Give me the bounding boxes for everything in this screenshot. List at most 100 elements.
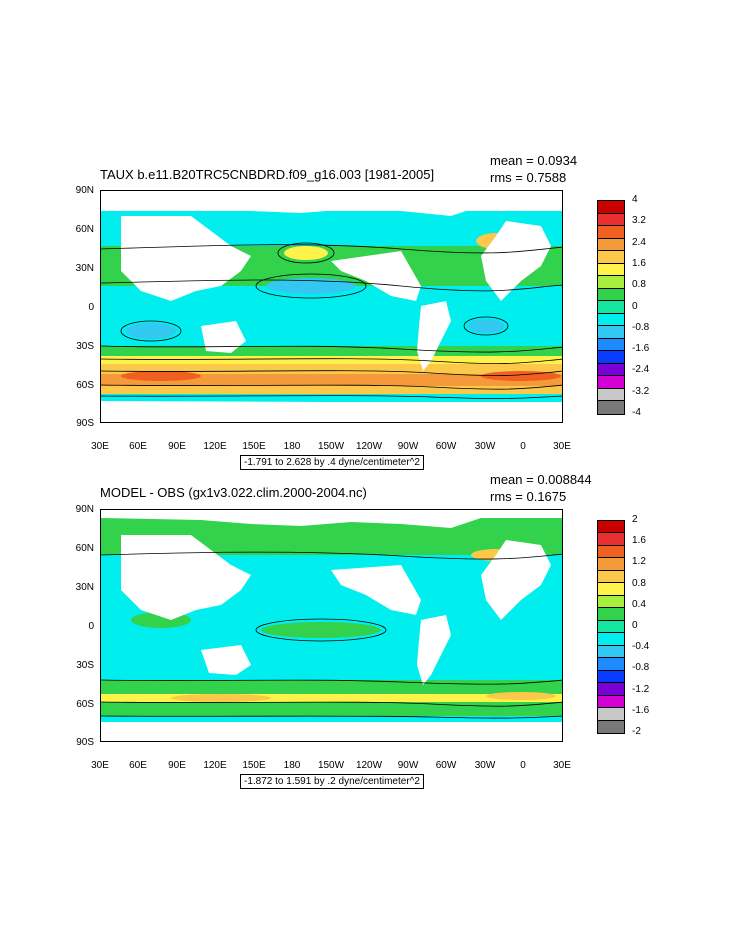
colorbar-swatch <box>598 388 624 402</box>
colorbar-swatch <box>598 608 624 621</box>
y-tick-label: 30N <box>75 263 94 274</box>
colorbar-swatch <box>598 708 624 721</box>
y-tick-label: 30N <box>75 582 94 593</box>
colorbar-tick-label: -0.8 <box>632 321 650 333</box>
y-tick-label: 90S <box>76 737 94 748</box>
colorbar-swatch <box>598 670 624 684</box>
x-tick-label: 150W <box>317 441 345 452</box>
colorbar-tick-label: -1.6 <box>632 343 650 355</box>
colorbar-swatch <box>598 658 624 671</box>
colorbar-swatch <box>598 263 624 277</box>
x-tick-label: 30W <box>474 760 496 771</box>
colorbar-swatch <box>598 238 624 252</box>
x-tick-label: 120E <box>203 760 227 771</box>
y-tick-label: 60S <box>76 699 94 710</box>
colorbar-tick-label: 2.4 <box>632 236 646 248</box>
colorbar-tick-label: 3.2 <box>632 215 646 227</box>
x-tick-label: 30E <box>91 760 109 771</box>
rms-label: rms = 0.1675 <box>490 489 567 504</box>
colorbar <box>597 200 625 415</box>
colorbar-swatch <box>598 326 624 339</box>
colorbar-swatch <box>598 288 624 302</box>
x-tick-label: 60E <box>129 760 147 771</box>
colorbar-swatch <box>598 521 624 534</box>
x-tick-label: 90W <box>397 441 419 452</box>
colorbar-tick-label: 2 <box>632 514 638 525</box>
colorbar-tick-label: 4 <box>632 194 638 205</box>
map-field <box>101 510 562 741</box>
colorbar-tick-label: 0.8 <box>632 279 646 291</box>
colorbar-swatch <box>598 338 624 352</box>
y-tick-label: 90N <box>75 185 94 196</box>
colorbar-tick-label: 1.6 <box>632 257 646 269</box>
x-tick-label: 120W <box>355 760 383 771</box>
colorbar-swatch <box>598 720 624 733</box>
colorbar-swatch <box>598 401 624 414</box>
colorbar-swatch <box>598 376 624 389</box>
colorbar-swatch <box>598 595 624 609</box>
colorbar-tick-label: -2.4 <box>632 364 650 376</box>
x-tick-label: 90W <box>397 760 419 771</box>
colorbar-swatch <box>598 570 624 584</box>
x-tick-label: 90E <box>168 441 186 452</box>
colorbar-swatch <box>598 276 624 289</box>
y-tick-label: 60N <box>75 543 94 554</box>
x-tick-label: 90E <box>168 760 186 771</box>
range-label: -1.872 to 1.591 by .2 dyne/centimeter^2 <box>240 774 424 789</box>
colorbar-swatch <box>598 583 624 596</box>
rms-label: rms = 0.7588 <box>490 170 567 185</box>
colorbar-swatch <box>598 251 624 264</box>
colorbar-tick-label: 0.8 <box>632 577 646 589</box>
chart-title: TAUX b.e11.B20TRC5CNBDRD.f09_g16.003 [19… <box>100 167 435 182</box>
colorbar-swatch <box>598 313 624 327</box>
colorbar-tick-label: 0 <box>632 300 638 312</box>
colorbar-tick-label: -0.8 <box>632 662 650 674</box>
mean-label: mean = 0.0934 <box>490 153 578 168</box>
colorbar-tick-label: -3.2 <box>632 385 650 397</box>
mean-label: mean = 0.008844 <box>490 472 592 487</box>
colorbar-swatch <box>598 633 624 646</box>
colorbar-tick-label: 0 <box>632 620 638 631</box>
colorbar-swatch <box>598 363 624 377</box>
colorbar-tick-label: -2 <box>632 726 641 737</box>
colorbar-tick-label: -0.4 <box>632 641 650 653</box>
x-tick-label: 120W <box>355 441 383 452</box>
colorbar-tick-label: -1.2 <box>632 683 650 695</box>
colorbar-swatch <box>598 533 624 546</box>
colorbar-swatch <box>598 645 624 659</box>
y-tick-label: 60S <box>76 380 94 391</box>
x-tick-label: 30E <box>91 441 109 452</box>
colorbar-swatch <box>598 695 624 709</box>
x-tick-label: 180 <box>283 760 301 771</box>
colorbar-tick-label: -4 <box>632 407 641 418</box>
x-tick-label: 60W <box>435 441 457 452</box>
colorbar-swatch <box>598 201 624 214</box>
colorbar-swatch <box>598 226 624 239</box>
colorbar-tick-label: 0.4 <box>632 598 646 610</box>
colorbar-swatch <box>598 683 624 696</box>
y-tick-label: 0 <box>88 302 94 313</box>
x-tick-label: 0 <box>520 441 526 452</box>
y-tick-label: 60N <box>75 224 94 235</box>
x-tick-label: 120E <box>203 441 227 452</box>
y-tick-label: 90N <box>75 504 94 515</box>
colorbar-swatch <box>598 558 624 571</box>
x-tick-label: 150W <box>317 760 345 771</box>
y-tick-label: 30S <box>76 341 94 352</box>
colorbar-swatch <box>598 301 624 314</box>
y-tick-label: 0 <box>88 621 94 632</box>
map-plot <box>100 509 563 742</box>
y-tick-label: 30S <box>76 660 94 671</box>
x-tick-label: 60W <box>435 760 457 771</box>
x-tick-label: 30E <box>553 760 571 771</box>
colorbar-tick-label: 1.2 <box>632 556 646 568</box>
x-tick-label: 150E <box>242 760 266 771</box>
x-tick-label: 150E <box>242 441 266 452</box>
y-tick-label: 90S <box>76 418 94 429</box>
range-label: -1.791 to 2.628 by .4 dyne/centimeter^2 <box>240 455 424 470</box>
x-tick-label: 0 <box>520 760 526 771</box>
colorbar-swatch <box>598 213 624 227</box>
colorbar-tick-label: 1.6 <box>632 535 646 547</box>
x-tick-label: 60E <box>129 441 147 452</box>
colorbar-swatch <box>598 620 624 634</box>
